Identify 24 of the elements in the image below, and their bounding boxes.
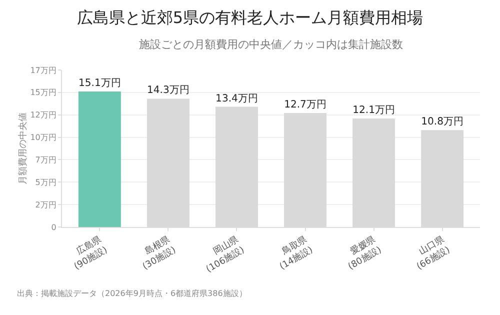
data-label: 15.1万円 (78, 78, 121, 90)
y-tick-label: 7万円 (35, 156, 56, 165)
y-tick-label: 5万円 (35, 178, 56, 187)
x-tick-label: 愛媛県 (80施設) (346, 234, 384, 272)
x-tick-label: 鳥取県 (14施設) (278, 234, 315, 272)
data-label: 12.1万円 (352, 104, 395, 116)
data-label: 10.8万円 (421, 116, 464, 128)
y-tick-label: 17万円 (30, 66, 56, 75)
x-tick-label: 広島県 (90施設) (72, 234, 110, 272)
data-label: 13.4万円 (216, 93, 258, 104)
y-axis-title: 月額費用の中央値 (18, 112, 29, 184)
data-label: 12.7万円 (284, 100, 326, 111)
chart-title: 広島県と近郊5県の有料老人ホーム月額費用相場 (76, 8, 424, 28)
x-tick-label: 山口県 (66施設) (414, 234, 452, 272)
y-tick-label: 12万円 (30, 110, 56, 120)
source-note: 出典：掲載施設データ（2026年9月時点・6都道府県386施設） (17, 289, 247, 298)
y-tick-label: 10万円 (30, 133, 56, 142)
y-tick-label: 2万円 (35, 200, 56, 210)
chart-subtitle: 施設ごとの月額費用の中央値／カッコ内は集計施設数 (139, 38, 403, 51)
bar (78, 92, 121, 227)
x-tick-label: 島根県 (30施設) (140, 234, 178, 272)
y-tick-label: 15万円 (30, 88, 56, 98)
y-tick-label: 0 (51, 222, 56, 232)
data-label: 14.3万円 (147, 85, 190, 96)
